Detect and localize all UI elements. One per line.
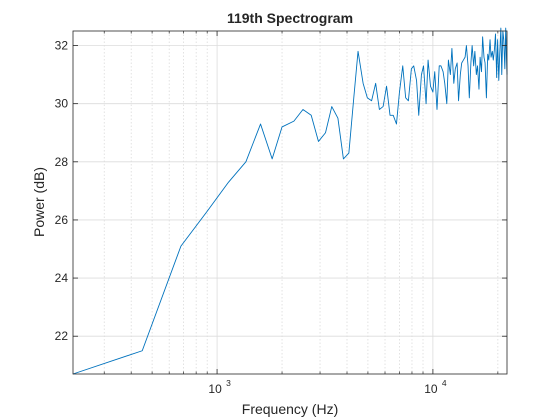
x-tick-label-base: 10: [208, 382, 222, 396]
x-tick-label-exponent: 3: [226, 378, 231, 388]
x-tick-label: 10 4: [424, 378, 447, 396]
x-tick-label: 10 3: [208, 378, 231, 396]
spectrum-line: [72, 27, 508, 375]
x-axis-label: Frequency (Hz): [242, 401, 338, 417]
y-tick-label: 22: [55, 329, 69, 343]
chart-title: 119th Spectrogram: [227, 10, 353, 26]
plot-area-border: [72, 30, 508, 375]
y-tick-labels: 22 24 26 28 30 32: [55, 39, 69, 344]
y-tick-label: 26: [55, 213, 69, 227]
y-tick-label: 28: [55, 155, 69, 169]
x-tick-label-base: 10: [424, 382, 438, 396]
y-tick-label: 24: [55, 271, 69, 285]
y-tick-label: 32: [55, 39, 69, 53]
tick-marks: [73, 31, 507, 374]
y-tick-label: 30: [55, 97, 69, 111]
x-tick-label-exponent: 4: [442, 378, 447, 388]
minor-grid: [103, 31, 499, 374]
x-tick-labels: 10 3 10 4: [208, 378, 446, 396]
data-layer: [72, 27, 508, 375]
y-axis-label: Power (dB): [31, 167, 47, 237]
plot-area-background: [73, 31, 507, 374]
